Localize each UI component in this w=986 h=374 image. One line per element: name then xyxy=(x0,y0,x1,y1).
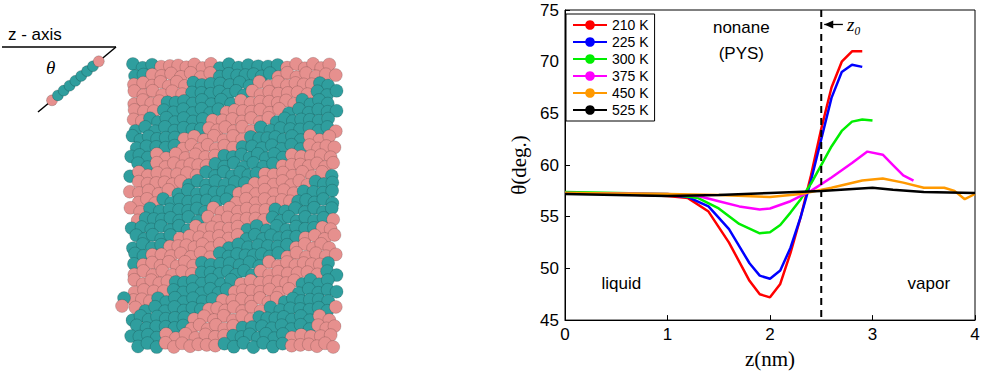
svg-text:210 K: 210 K xyxy=(612,17,649,33)
svg-text:4: 4 xyxy=(970,325,979,344)
svg-text:θ: θ xyxy=(46,57,55,78)
svg-text:z(nm): z(nm) xyxy=(745,347,795,371)
svg-text:50: 50 xyxy=(540,259,559,278)
svg-text:55: 55 xyxy=(540,207,559,226)
svg-text:(PYS): (PYS) xyxy=(719,44,764,63)
svg-text:60: 60 xyxy=(540,156,559,175)
svg-text:θ(deg.): θ(deg.) xyxy=(507,135,531,195)
svg-text:225 K: 225 K xyxy=(612,34,649,50)
svg-text:nonane: nonane xyxy=(713,18,770,37)
svg-text:z₀: z₀ xyxy=(846,14,861,35)
svg-text:65: 65 xyxy=(540,104,559,123)
svg-text:2: 2 xyxy=(765,325,774,344)
svg-text:1: 1 xyxy=(663,325,672,344)
svg-text:z - axis: z - axis xyxy=(8,25,62,44)
svg-text:0: 0 xyxy=(560,325,569,344)
svg-text:vapor: vapor xyxy=(908,274,951,293)
svg-text:75: 75 xyxy=(540,1,559,20)
svg-text:525 K: 525 K xyxy=(612,102,649,118)
svg-text:70: 70 xyxy=(540,52,559,71)
svg-text:375 K: 375 K xyxy=(612,68,649,84)
svg-text:300 K: 300 K xyxy=(612,51,649,67)
svg-text:liquid: liquid xyxy=(602,274,642,293)
svg-text:3: 3 xyxy=(868,325,877,344)
svg-text:450 K: 450 K xyxy=(612,85,649,101)
svg-text:45: 45 xyxy=(540,311,559,330)
